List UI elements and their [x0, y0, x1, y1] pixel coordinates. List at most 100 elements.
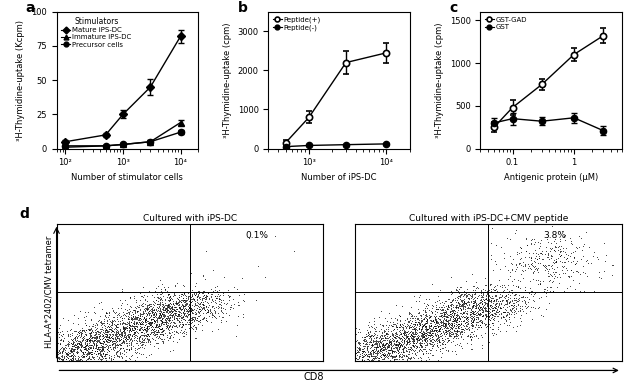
Point — [350, 358, 360, 364]
Point — [178, 330, 188, 336]
Point — [364, 358, 374, 364]
Point — [363, 358, 373, 364]
Point — [180, 297, 190, 303]
Point — [107, 322, 117, 328]
Point — [94, 358, 104, 364]
Point — [467, 319, 477, 325]
Point — [531, 253, 541, 260]
Point — [125, 330, 135, 337]
Point — [462, 305, 472, 312]
Point — [130, 323, 140, 330]
Point — [461, 301, 471, 307]
Point — [114, 330, 124, 337]
Point — [152, 319, 162, 325]
Point — [513, 284, 523, 290]
Point — [178, 314, 188, 320]
Point — [127, 317, 137, 323]
Point — [437, 326, 447, 332]
Point — [165, 329, 175, 336]
Point — [141, 317, 151, 323]
Point — [135, 326, 145, 332]
Point — [114, 335, 124, 341]
Point — [472, 284, 482, 290]
Point — [165, 296, 175, 302]
Point — [76, 348, 86, 354]
Point — [141, 336, 151, 342]
Point — [90, 330, 100, 337]
Point — [453, 320, 463, 327]
Point — [471, 332, 481, 338]
Point — [501, 317, 511, 323]
Point — [51, 358, 62, 364]
Point — [361, 358, 371, 364]
Point — [405, 333, 415, 339]
Point — [151, 312, 161, 318]
Point — [525, 308, 535, 314]
Point — [440, 324, 450, 330]
Point — [99, 347, 109, 354]
Point — [148, 329, 158, 335]
Point — [91, 335, 101, 341]
Point — [350, 351, 360, 357]
Point — [431, 319, 441, 325]
Point — [51, 358, 62, 364]
Point — [536, 250, 546, 256]
Point — [100, 329, 110, 336]
Point — [89, 332, 99, 338]
Point — [395, 322, 405, 328]
Point — [450, 318, 460, 324]
Point — [193, 288, 203, 294]
Point — [51, 331, 62, 338]
Point — [352, 347, 362, 353]
Point — [94, 333, 104, 339]
Point — [369, 349, 379, 355]
Point — [438, 313, 448, 319]
Point — [431, 328, 441, 334]
Point — [446, 322, 456, 328]
Point — [544, 278, 554, 284]
Point — [445, 311, 455, 317]
Point — [51, 341, 62, 347]
Point — [542, 284, 552, 290]
Point — [121, 337, 131, 343]
Point — [143, 310, 153, 316]
Point — [529, 291, 539, 298]
Point — [502, 234, 512, 241]
Point — [189, 291, 199, 297]
Point — [58, 356, 68, 362]
Point — [507, 278, 517, 284]
Point — [88, 339, 98, 345]
Point — [356, 358, 366, 364]
Point — [525, 278, 535, 284]
Point — [397, 351, 407, 357]
Point — [169, 319, 179, 325]
Point — [484, 292, 494, 298]
Point — [443, 320, 453, 327]
Point — [486, 294, 496, 301]
Point — [135, 315, 145, 321]
Point — [477, 298, 487, 304]
Point — [214, 294, 224, 301]
Point — [156, 294, 166, 301]
Point — [93, 346, 103, 352]
Point — [555, 236, 565, 242]
Point — [132, 354, 142, 361]
Point — [384, 350, 394, 356]
Point — [380, 337, 390, 343]
Point — [171, 328, 181, 334]
Point — [117, 286, 127, 292]
Point — [359, 345, 369, 351]
Point — [442, 314, 452, 320]
Point — [166, 305, 176, 311]
Point — [350, 358, 360, 364]
Point — [198, 314, 208, 320]
Point — [371, 340, 381, 347]
Point — [143, 327, 153, 334]
Point — [440, 341, 450, 347]
Point — [458, 322, 468, 328]
Point — [427, 310, 437, 317]
Point — [134, 312, 144, 318]
Point — [485, 317, 495, 323]
Point — [65, 348, 75, 354]
Point — [566, 250, 577, 256]
